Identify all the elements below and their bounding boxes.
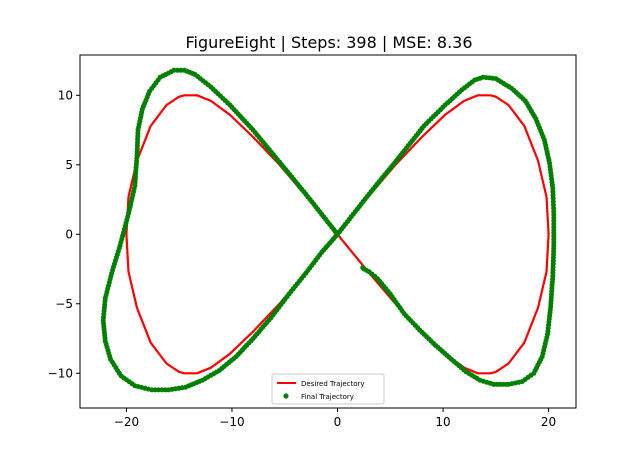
final-trajectory-point [178, 67, 184, 73]
y-tick-label: 5 [65, 158, 73, 172]
y-axis: −10 −5 0 5 10 [48, 88, 80, 380]
legend-label-final: Final Trajectory [301, 393, 354, 401]
y-tick-label: −10 [48, 366, 73, 380]
y-tick-label: 10 [58, 88, 73, 102]
x-tick-label: −10 [219, 415, 244, 429]
y-tick-label: 0 [65, 227, 73, 241]
legend-label-desired: Desired Trajectory [301, 380, 365, 388]
final-trajectory-point [182, 67, 187, 73]
legend-dot-swatch [283, 393, 289, 399]
final-trajectory-point [174, 67, 180, 73]
series-final-trajectory-right [335, 74, 557, 387]
x-tick-label: 0 [334, 415, 342, 429]
x-axis: −20 −10 0 10 20 [114, 408, 556, 429]
legend: Desired Trajectory Final Trajectory [271, 373, 385, 405]
y-tick-label: −5 [55, 297, 73, 311]
legend-frame [271, 373, 385, 405]
final-trajectory-point [360, 265, 366, 271]
series-layer [100, 67, 557, 393]
chart-title: FigureEight | Steps: 398 | MSE: 8.36 [185, 33, 472, 52]
x-tick-label: 10 [435, 415, 450, 429]
final-trajectory-point [335, 231, 340, 237]
series-final-trajectory-left [100, 67, 340, 393]
x-tick-label: −20 [114, 415, 139, 429]
x-tick-label: 20 [541, 415, 556, 429]
plot-area [79, 54, 577, 409]
